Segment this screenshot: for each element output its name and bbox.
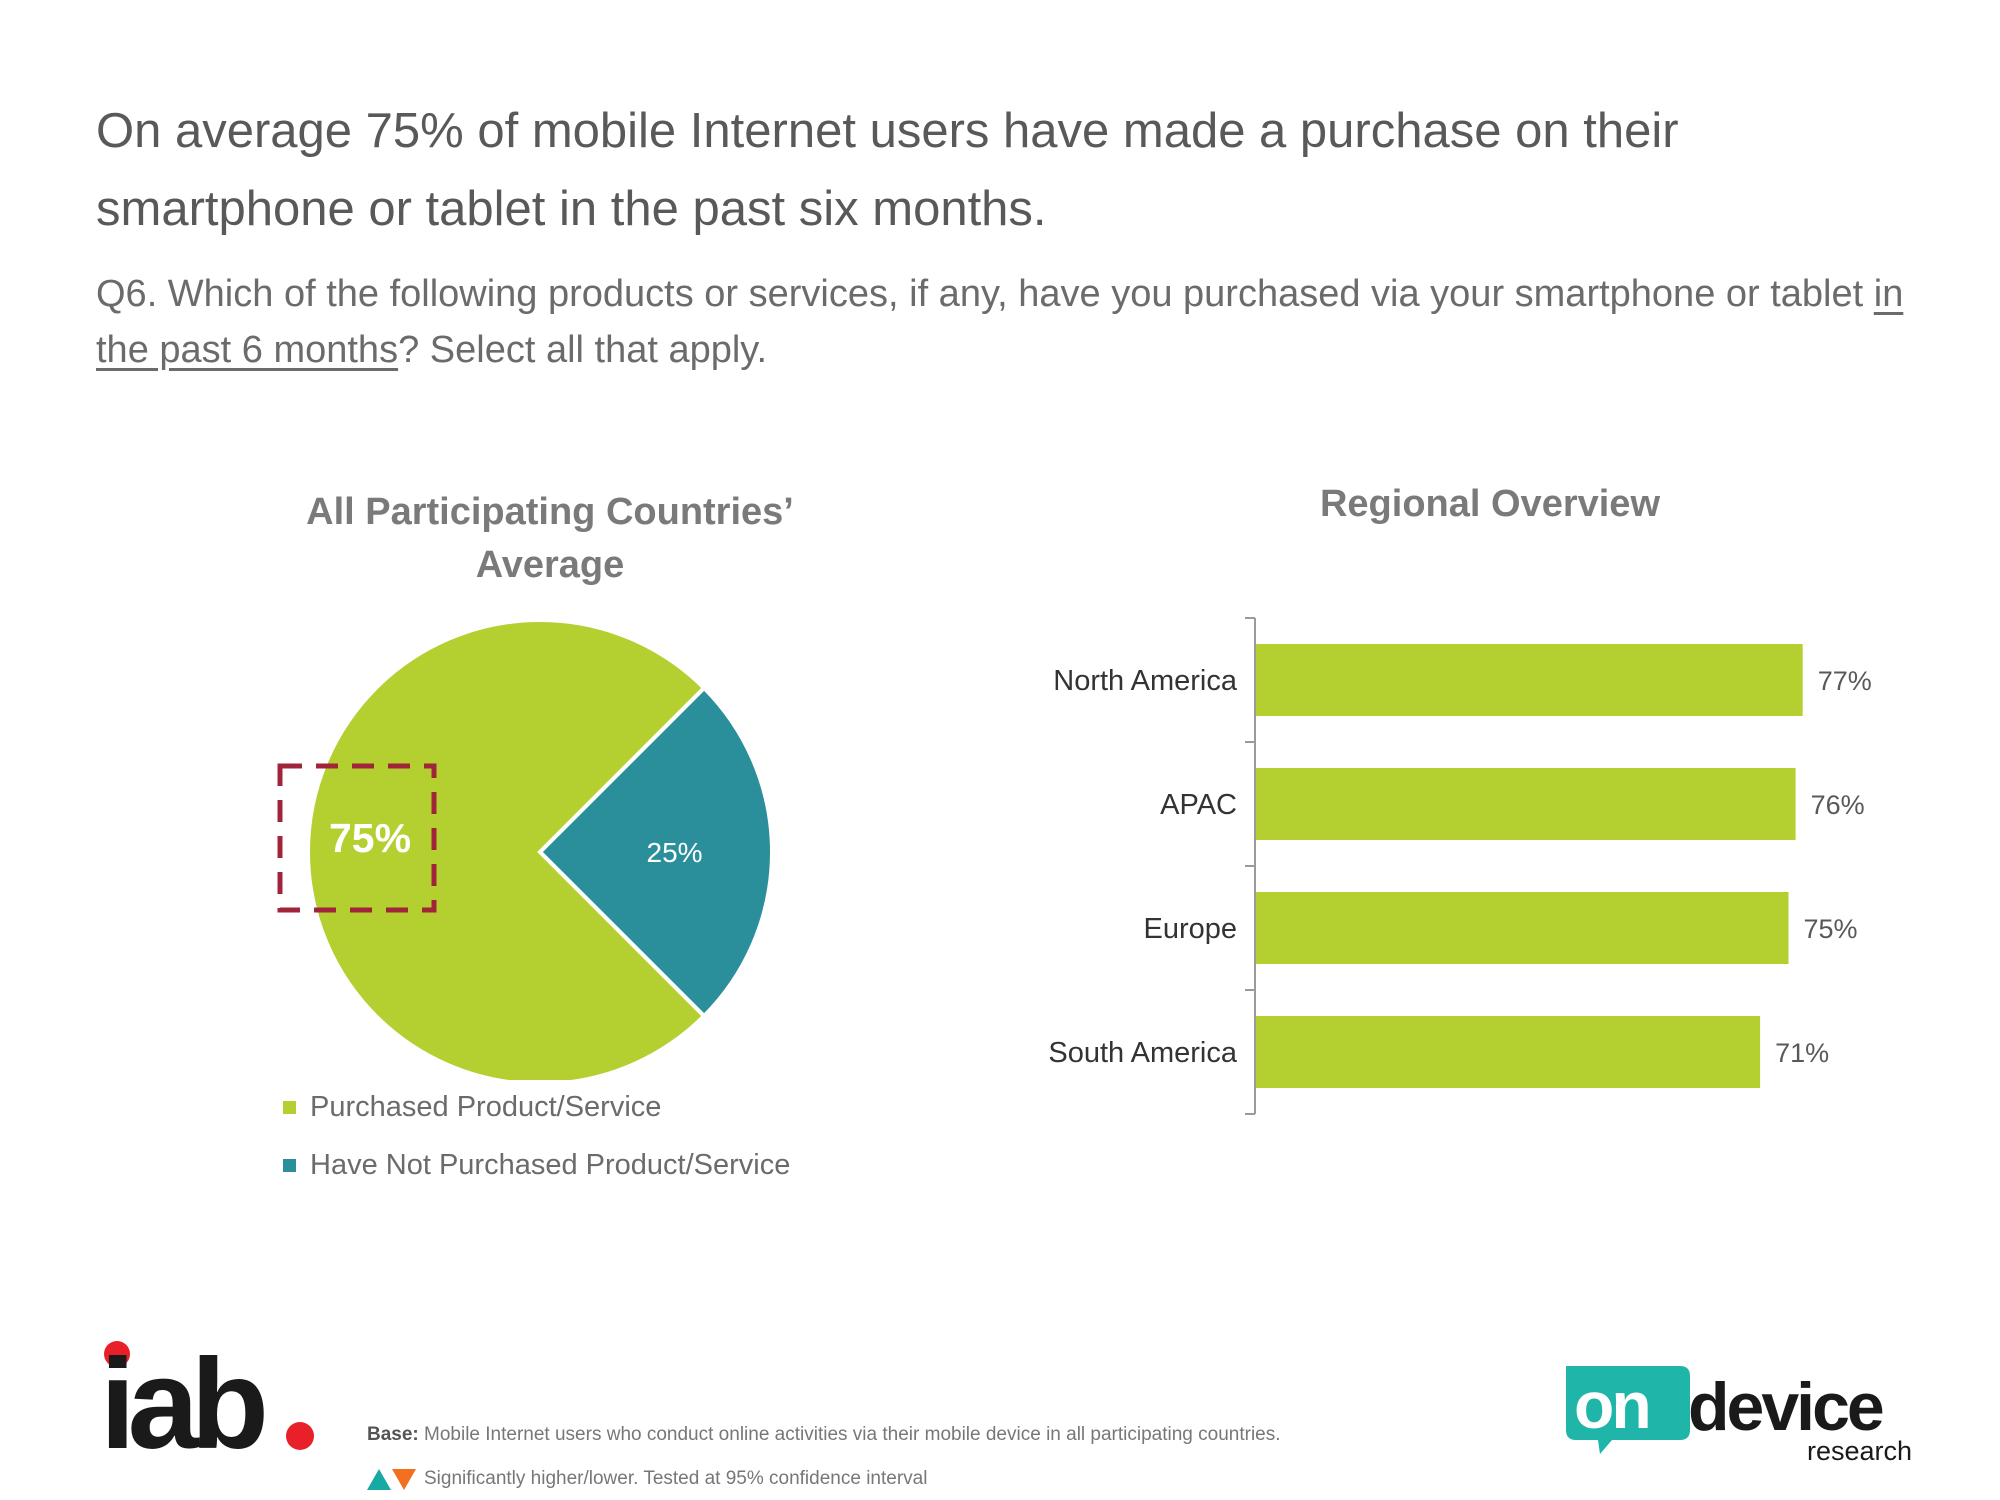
pie-label-not-purchased: 25% bbox=[647, 837, 703, 868]
significance-text: Significantly higher/lower. Tested at 95… bbox=[424, 1468, 928, 1489]
highlight-box bbox=[277, 763, 437, 913]
pie-chart-title: All Participating Countries’ Average bbox=[306, 491, 794, 586]
category-label: Europe bbox=[1143, 913, 1237, 945]
logo-text-device: device bbox=[1688, 1369, 1883, 1445]
logo-text-on: on bbox=[1574, 1368, 1649, 1442]
pie-slice-purchased bbox=[306, 618, 707, 1080]
legend-label-purchased: Purchased Product/Service bbox=[310, 1091, 662, 1123]
triangle-up-icon bbox=[367, 1468, 391, 1490]
legend-swatch-not-purchased bbox=[283, 1159, 296, 1172]
legend-label-not-purchased: Have Not Purchased Product/Service bbox=[310, 1149, 791, 1181]
legend-item-not-purchased: Have Not Purchased Product/Service bbox=[283, 1149, 790, 1182]
bar-value-label: 75% bbox=[1804, 914, 1858, 944]
bar-europe bbox=[1256, 892, 1789, 964]
iab-logo: iab bbox=[100, 1340, 314, 1460]
headline: On average 75% of mobile Internet users … bbox=[96, 104, 1679, 236]
significance-note: Significantly higher/lower. Tested at 95… bbox=[367, 1468, 927, 1490]
bar-chart: North America 77% APAC 76% Europe 75% South Am… bbox=[1048, 617, 1872, 1115]
question-text-end: ? Select all that apply. bbox=[398, 329, 768, 371]
ondevice-research-logo: on device research bbox=[1566, 1366, 1912, 1466]
pie-slice-not-purchased bbox=[537, 685, 774, 1019]
bar-value-label: 76% bbox=[1811, 790, 1865, 820]
survey-question: Q6. Which of the following products or s… bbox=[96, 266, 1916, 378]
logo-text-research: research bbox=[1807, 1436, 1912, 1466]
category-label: South America bbox=[1048, 1037, 1237, 1069]
legend-item-purchased: Purchased Product/Service bbox=[283, 1091, 661, 1124]
question-text-underlined: in the past 6 months bbox=[96, 273, 1904, 371]
bar-north-america bbox=[1256, 644, 1803, 716]
legend-swatch-purchased bbox=[283, 1101, 296, 1114]
pie-chart: 25% 75% bbox=[277, 618, 774, 1080]
base-text: Mobile Internet users who conduct online… bbox=[418, 1424, 1281, 1445]
category-label: North America bbox=[1053, 665, 1238, 697]
base-note: Base: Mobile Internet users who conduct … bbox=[367, 1424, 1281, 1446]
bar-value-label: 77% bbox=[1818, 666, 1872, 696]
bar-south-america bbox=[1256, 1016, 1761, 1088]
triangle-down-icon bbox=[392, 1468, 416, 1490]
category-label: APAC bbox=[1160, 789, 1237, 821]
bar-chart-title: Regional Overview bbox=[1319, 483, 1660, 525]
base-label: Base: bbox=[367, 1424, 419, 1445]
bar-apac bbox=[1256, 768, 1796, 840]
question-text-start: Q6. Which of the following products or s… bbox=[96, 273, 1874, 315]
pie-label-purchased: 75% bbox=[329, 815, 411, 861]
bar-value-label: 71% bbox=[1775, 1038, 1829, 1068]
svg-text:iab: iab bbox=[100, 1340, 264, 1460]
